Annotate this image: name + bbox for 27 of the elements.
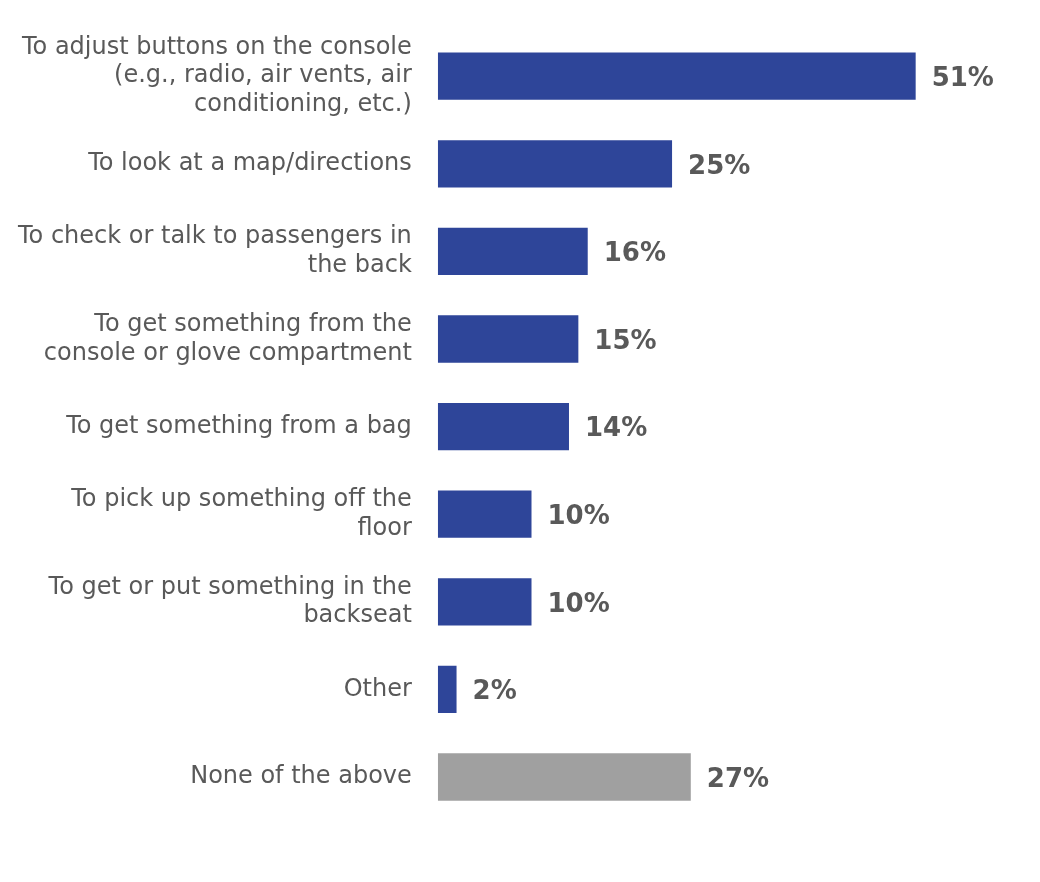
y-tick-label: To adjust buttons on the console (e.g., radio, air vents, air conditioning, etc.) bbox=[21, 31, 412, 118]
y-tick-label: To check or talk to passengers in the back bbox=[17, 221, 412, 279]
bar bbox=[437, 315, 579, 363]
data-label: 51% bbox=[931, 61, 994, 92]
bar bbox=[437, 140, 673, 188]
bar bbox=[437, 490, 532, 538]
bar bbox=[437, 227, 588, 276]
y-tick-label: To look at a map/directions bbox=[87, 148, 412, 177]
data-label: 15% bbox=[594, 324, 657, 355]
y-tick-label: None of the above bbox=[190, 761, 412, 790]
y-tick-label: To get something from the console or glove compartment bbox=[43, 308, 412, 366]
data-label: 10% bbox=[547, 587, 610, 618]
bar bbox=[437, 665, 457, 714]
data-label: 10% bbox=[547, 499, 610, 530]
y-tick-label: To get something from a bag bbox=[65, 410, 412, 439]
bar bbox=[437, 52, 916, 100]
data-label: 25% bbox=[688, 149, 751, 180]
y-tick-label: Other bbox=[343, 673, 412, 702]
bar bbox=[437, 753, 691, 801]
data-label: 14% bbox=[584, 412, 648, 443]
bar bbox=[437, 578, 532, 626]
data-label: 2% bbox=[472, 675, 517, 706]
y-tick-label: To pick up something off the floor bbox=[70, 484, 412, 541]
y-tick-label: To get or put something in the backseat bbox=[47, 571, 412, 629]
bar bbox=[437, 402, 569, 451]
data-label: 27% bbox=[706, 762, 770, 793]
data-label: 16% bbox=[603, 237, 666, 268]
